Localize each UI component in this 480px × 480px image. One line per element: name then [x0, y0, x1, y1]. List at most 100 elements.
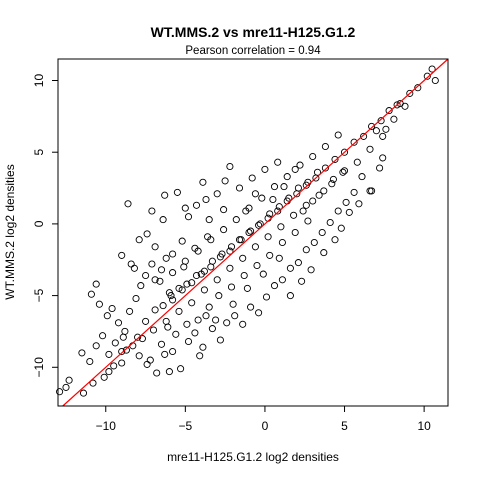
data-point	[138, 335, 146, 343]
data-point	[266, 210, 274, 218]
data-point	[226, 247, 234, 255]
data-point	[156, 277, 164, 285]
data-point	[114, 319, 123, 327]
data-point	[414, 84, 422, 92]
data-point	[266, 251, 274, 259]
data-point	[355, 200, 363, 208]
data-point	[299, 207, 307, 215]
data-point	[118, 359, 126, 367]
data-point	[385, 107, 393, 115]
data-point	[208, 325, 216, 333]
data-point	[340, 148, 349, 156]
data-point	[294, 259, 302, 267]
data-point	[382, 125, 390, 133]
data-point	[215, 292, 223, 300]
data-point	[151, 306, 159, 314]
data-point	[175, 284, 183, 292]
data-point	[208, 257, 216, 265]
data-point	[248, 174, 256, 182]
data-point	[216, 336, 224, 344]
data-point	[368, 122, 376, 130]
y-tick-label: −10	[32, 357, 46, 378]
data-point	[172, 330, 180, 338]
data-point	[259, 270, 267, 278]
data-point	[277, 223, 285, 231]
points-layer	[56, 65, 439, 397]
y-tick-label: 0	[32, 220, 46, 227]
y-tick-label: 5	[32, 149, 46, 156]
data-point	[122, 346, 130, 354]
data-point	[86, 357, 94, 366]
data-point	[235, 184, 244, 192]
data-point	[167, 292, 175, 300]
data-point	[202, 312, 210, 320]
data-point	[204, 233, 212, 241]
data-point	[169, 347, 177, 356]
data-point	[161, 350, 169, 358]
data-point	[350, 188, 358, 196]
data-point	[149, 326, 158, 334]
data-point	[274, 207, 282, 215]
data-point	[379, 132, 387, 140]
data-point	[194, 316, 202, 324]
data-point	[227, 283, 236, 291]
data-point	[221, 177, 229, 185]
data-point	[261, 165, 269, 173]
data-point	[264, 233, 272, 241]
data-point	[342, 198, 350, 206]
data-point	[275, 254, 283, 262]
data-point	[110, 362, 118, 370]
data-point	[334, 207, 342, 215]
x-tick-label: 5	[341, 419, 348, 433]
data-point	[105, 368, 113, 376]
data-point	[143, 230, 151, 238]
data-point	[313, 168, 322, 176]
data-point	[159, 302, 167, 310]
y-axis-label: WT.MMS.2 log2 densities	[3, 164, 17, 299]
data-point	[278, 276, 286, 284]
data-point	[274, 158, 282, 166]
data-point	[142, 271, 150, 280]
data-point	[188, 299, 196, 307]
data-point	[99, 332, 107, 340]
data-point	[200, 286, 208, 294]
data-point	[320, 187, 328, 195]
data-point	[302, 201, 310, 209]
data-point	[251, 190, 259, 198]
plot-frame	[57, 58, 449, 407]
data-point	[143, 360, 151, 368]
data-point	[220, 226, 228, 234]
data-point	[278, 238, 286, 247]
data-point	[213, 276, 221, 284]
data-point	[285, 194, 293, 202]
data-point	[100, 373, 108, 381]
data-point	[258, 194, 266, 202]
data-point	[366, 187, 374, 195]
data-point	[119, 333, 127, 341]
data-point	[148, 260, 156, 268]
data-point	[157, 266, 166, 274]
data-point	[318, 228, 326, 237]
data-point	[294, 184, 302, 192]
data-point	[111, 339, 119, 347]
data-point	[87, 290, 95, 298]
data-point	[229, 300, 237, 308]
chart-title: WT.MMS.2 vs mre11-H125.G1.2	[151, 24, 356, 40]
data-point	[151, 243, 159, 251]
data-point	[181, 204, 189, 212]
data-point	[205, 303, 213, 311]
data-point	[169, 250, 177, 258]
data-point	[298, 277, 306, 285]
data-point	[212, 316, 220, 324]
data-point	[183, 320, 191, 328]
data-point	[321, 164, 329, 172]
data-point	[89, 379, 97, 387]
data-point	[134, 333, 142, 341]
data-point	[184, 337, 193, 346]
data-point	[291, 165, 299, 173]
data-point	[223, 319, 231, 327]
data-point	[135, 352, 143, 360]
reference-line	[62, 58, 449, 407]
data-point	[239, 254, 247, 262]
